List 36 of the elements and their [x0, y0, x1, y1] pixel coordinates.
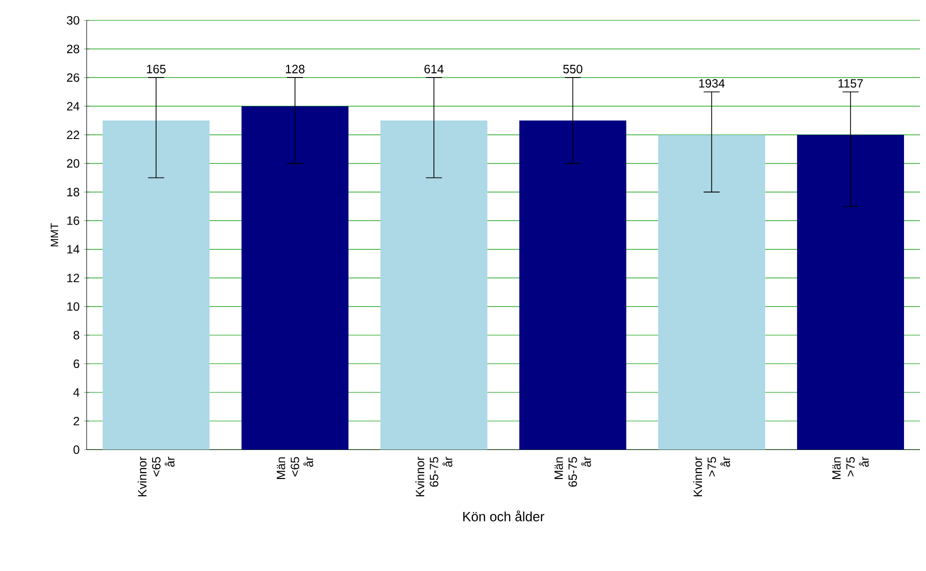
- annotation: 550: [563, 64, 582, 74]
- annotation: 1157: [838, 79, 863, 88]
- y-tick-label: 14: [67, 245, 80, 254]
- y-tick-label: 26: [67, 73, 80, 82]
- y-tick-label: 28: [67, 44, 80, 54]
- bar: [102, 120, 210, 450]
- annotation: 128: [286, 64, 304, 74]
- y-tick-label: 12: [67, 274, 80, 282]
- bar: [380, 120, 488, 450]
- x-axis-title: Kön och ålder: [463, 510, 544, 522]
- y-tick-label: 10: [67, 302, 80, 311]
- y-axis-title: MMT: [50, 223, 58, 246]
- bar: [519, 120, 626, 450]
- bar: [658, 134, 766, 450]
- x-tick-label: Män <65 år: [276, 456, 314, 479]
- x-tick-label: Kvinnor >75 år: [693, 456, 730, 496]
- y-tick-label: 16: [67, 216, 80, 225]
- y-tick-label: 22: [67, 130, 80, 140]
- y-tick-label: 20: [67, 159, 80, 168]
- y-tick-label: 8: [74, 330, 80, 340]
- y-tick-label: 2: [74, 416, 80, 426]
- bar: [242, 106, 348, 450]
- annotation: 614: [424, 64, 444, 74]
- x-tick-label: Kvinnor <65 år: [138, 456, 175, 496]
- annotation: 165: [147, 64, 166, 74]
- y-tick-label: 30: [66, 16, 80, 25]
- y-tick-label: 24: [67, 102, 80, 110]
- annotation: 1934: [699, 79, 725, 88]
- y-tick-label: 4: [73, 388, 80, 397]
- x-tick-label: Män 65-75 år: [554, 456, 591, 487]
- x-tick-label: Män >75 år: [832, 456, 869, 479]
- y-tick-label: 18: [67, 188, 80, 196]
- bar: [797, 134, 904, 450]
- y-tick-label: 0: [74, 445, 80, 454]
- y-tick-label: 6: [74, 360, 80, 368]
- x-tick-label: Kvinnor 65-75 år: [415, 456, 452, 496]
